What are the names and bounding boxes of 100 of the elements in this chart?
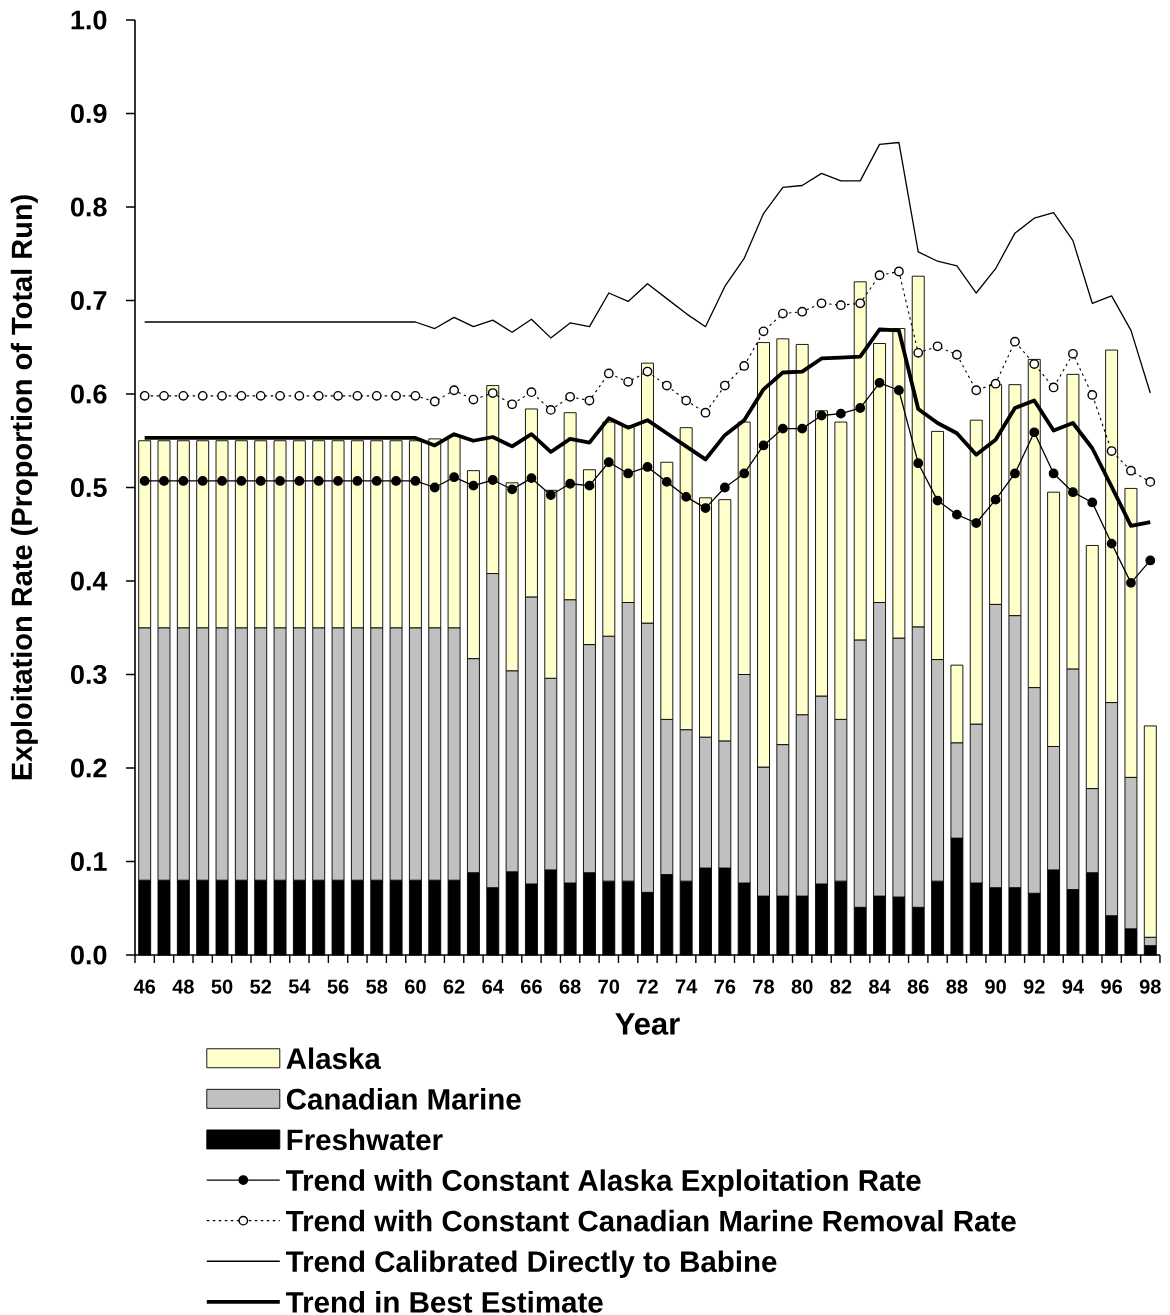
point [719, 482, 730, 493]
point [816, 410, 827, 421]
point [313, 476, 324, 486]
point [1010, 336, 1020, 347]
point [139, 476, 150, 486]
point [294, 390, 305, 401]
point [835, 408, 846, 419]
x-tick-label: 94 [1062, 979, 1084, 994]
point [565, 391, 576, 402]
point [410, 476, 421, 486]
point [159, 476, 169, 486]
point [1010, 468, 1020, 479]
point [1145, 555, 1156, 566]
y-tick-label: 0.6 [71, 384, 107, 404]
point [507, 399, 518, 410]
point [797, 423, 808, 434]
point [313, 390, 324, 401]
point [758, 440, 769, 451]
point [565, 478, 576, 489]
x-tick-label: 52 [250, 979, 272, 994]
point [584, 480, 595, 491]
point [255, 476, 266, 486]
point [932, 495, 943, 506]
point [449, 472, 459, 483]
point [584, 395, 595, 406]
point [797, 306, 808, 317]
x-tick-label: 80 [791, 979, 813, 994]
point [990, 494, 1001, 505]
point [545, 490, 556, 500]
legend-label: Trend in Best Estimate [286, 1291, 603, 1313]
point [913, 347, 924, 358]
x-tick-label: 68 [559, 979, 581, 994]
point [1068, 487, 1078, 498]
x-tick-label: 74 [675, 979, 698, 994]
point [700, 407, 711, 418]
point [197, 390, 208, 401]
point [642, 462, 653, 472]
point [236, 390, 247, 401]
point [1145, 476, 1156, 487]
point [681, 491, 692, 502]
point [391, 390, 401, 401]
legend-label: Trend with Constant Alaska Exploitation Rate [286, 1169, 921, 1197]
point [1048, 382, 1059, 393]
point [487, 388, 498, 398]
point [352, 476, 363, 486]
point [816, 298, 827, 309]
y-tick-label: 0.5 [71, 477, 107, 498]
point [449, 385, 459, 396]
point [1106, 446, 1117, 456]
point [197, 476, 208, 486]
x-tick-label: 86 [907, 979, 929, 994]
point [545, 404, 556, 415]
x-tick-label: 70 [598, 979, 620, 994]
point [217, 390, 227, 401]
point [739, 361, 750, 371]
legend-label: Freshwater [287, 1128, 443, 1151]
point [874, 270, 885, 281]
point [178, 390, 189, 401]
point [371, 476, 382, 486]
point [139, 390, 150, 401]
point [371, 390, 382, 401]
point [1087, 390, 1098, 400]
point [971, 385, 982, 396]
point [1048, 468, 1059, 479]
x-tick-label: 76 [714, 979, 736, 994]
point [932, 341, 943, 352]
x-tick-label: 64 [482, 979, 504, 994]
point [893, 385, 904, 396]
point [1126, 465, 1136, 476]
point [661, 380, 672, 391]
x-tick-label: 92 [1023, 979, 1045, 994]
x-tick-label: 88 [946, 979, 968, 994]
y-tick-label: 0.8 [71, 197, 107, 217]
point [952, 509, 962, 520]
point [391, 476, 401, 486]
x-tick-label: 62 [443, 979, 465, 994]
x-tick-label: 78 [753, 979, 775, 994]
point [855, 298, 866, 309]
point [1126, 577, 1136, 588]
point [855, 403, 866, 413]
point [777, 423, 788, 434]
y-tick-label: 0.3 [71, 664, 107, 685]
legend-label: Trend with Constant Canadian Marine Removal Rate [286, 1209, 1016, 1232]
y-tick-label: 0.0 [71, 945, 107, 965]
point [352, 390, 363, 401]
point [990, 378, 1001, 389]
point [526, 387, 537, 398]
point [661, 476, 672, 487]
point [236, 476, 247, 486]
x-tick-label: 58 [366, 979, 388, 994]
point [642, 366, 653, 377]
x-tick-label: 72 [637, 979, 658, 994]
point [178, 476, 189, 486]
point [294, 476, 305, 486]
point [971, 518, 982, 528]
x-tick-label: 60 [405, 979, 426, 994]
point [603, 368, 614, 379]
y-tick-label: 0.4 [71, 571, 108, 591]
point [410, 390, 421, 401]
point [874, 377, 885, 388]
